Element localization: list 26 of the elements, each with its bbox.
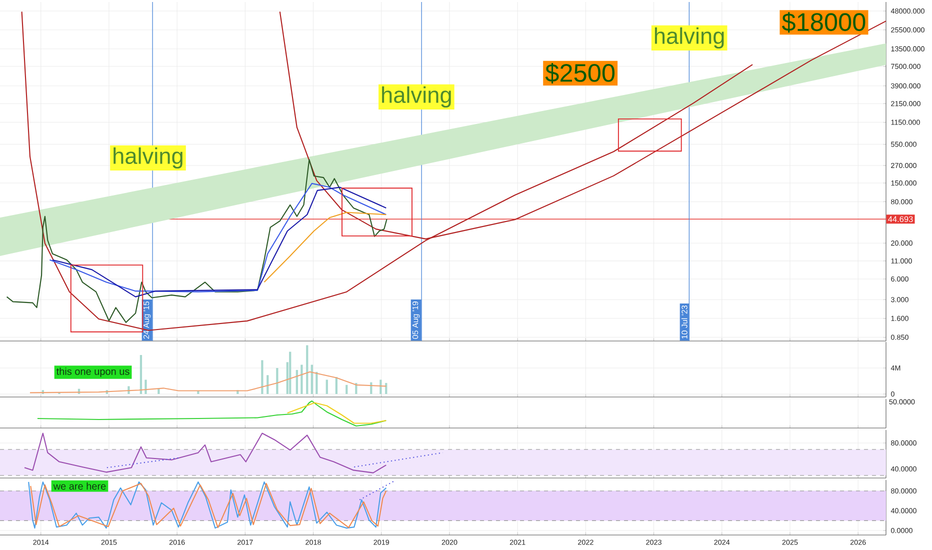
bar xyxy=(140,354,142,394)
bar xyxy=(326,380,328,394)
annotation: this one upon us xyxy=(56,368,130,377)
ref-line-label: 44.693 xyxy=(888,216,913,222)
bar xyxy=(300,364,303,394)
annotation: $18000 xyxy=(782,12,866,33)
annotation: halving xyxy=(382,86,451,108)
bar xyxy=(296,370,298,394)
bar xyxy=(261,360,264,394)
bar xyxy=(289,352,292,394)
bar xyxy=(144,380,147,394)
line-series xyxy=(24,432,387,474)
bar xyxy=(346,384,348,394)
bar xyxy=(310,364,313,394)
ref-line-label: 24 Aug '15 xyxy=(143,301,151,339)
annotation: halving xyxy=(114,147,182,168)
annotation: we are here xyxy=(53,482,106,490)
annotation: $2500 xyxy=(545,62,615,84)
annotation: halving xyxy=(654,27,724,48)
bar xyxy=(306,345,308,394)
ref-line-label: 10 Jul '23 xyxy=(681,305,688,339)
line-series xyxy=(264,212,387,283)
bar xyxy=(158,388,160,394)
ref-line-label: 05 Aug '19 xyxy=(412,302,420,339)
bar xyxy=(276,368,278,394)
bar xyxy=(380,380,382,394)
